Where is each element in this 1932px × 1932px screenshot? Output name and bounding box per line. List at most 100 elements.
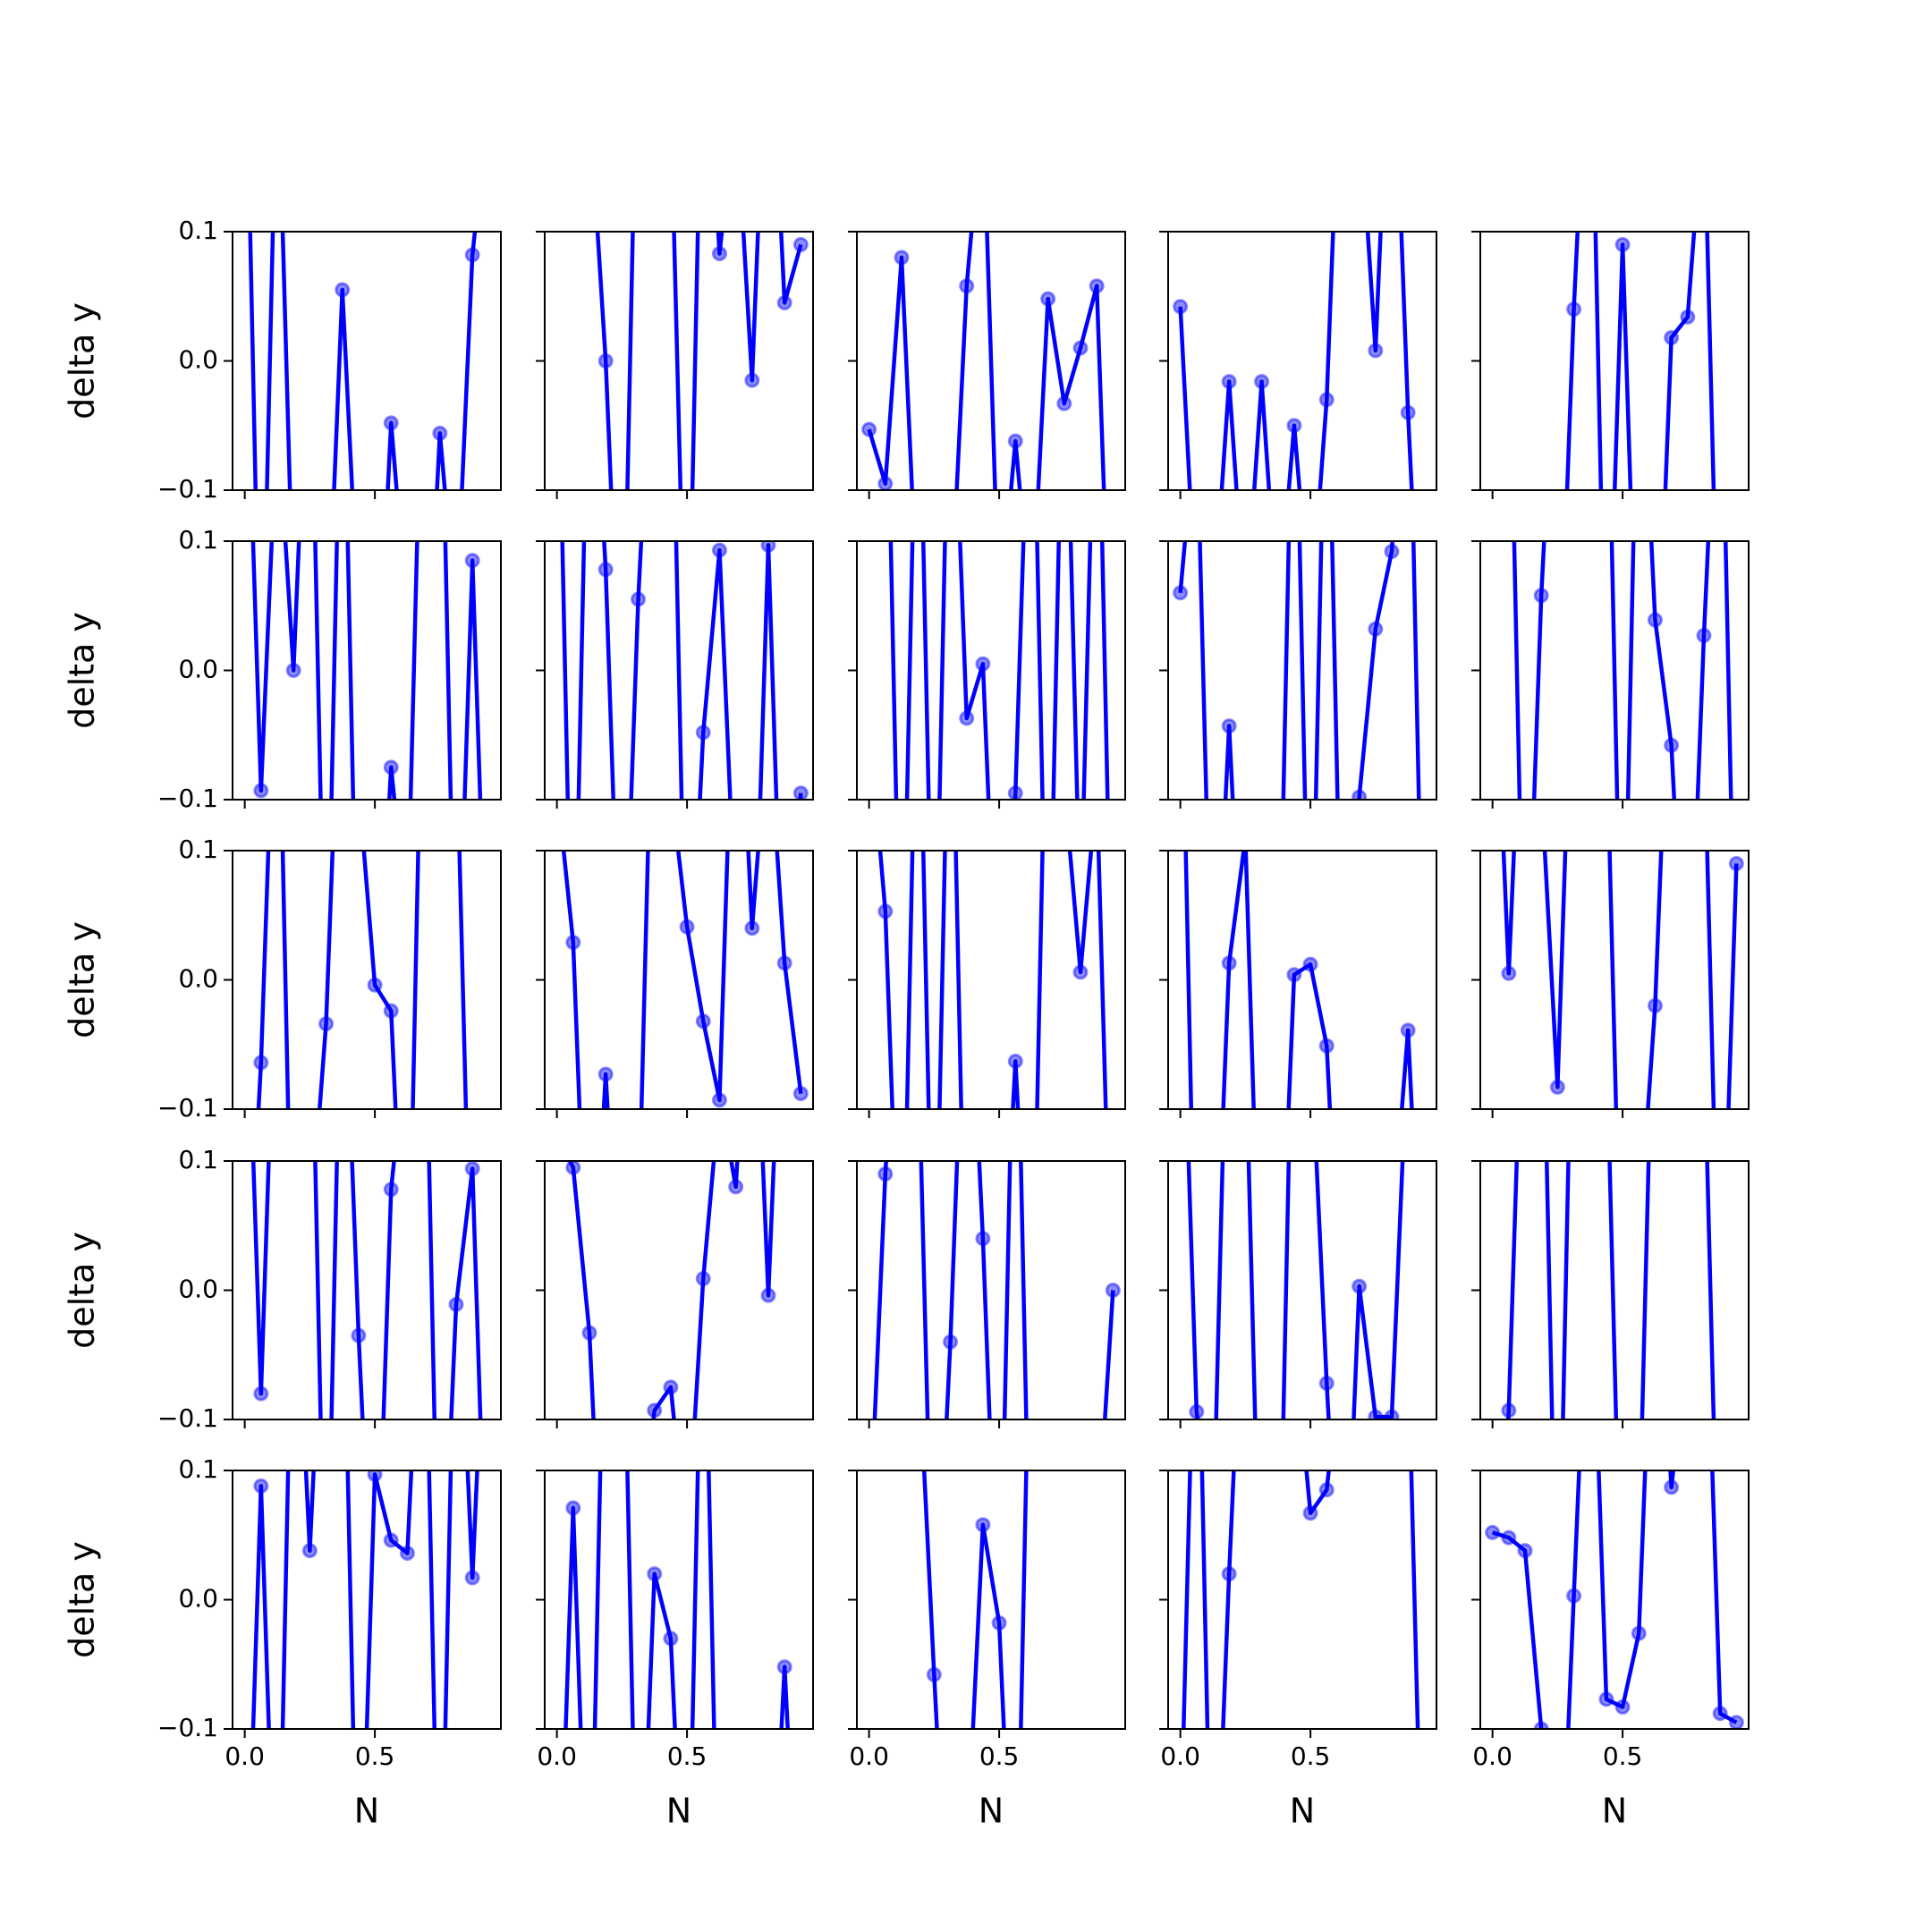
data-point — [1336, 1672, 1349, 1684]
data-point — [647, 1402, 663, 1419]
data-point — [1058, 1206, 1071, 1218]
data-point — [418, 1206, 430, 1218]
y-tick-label: 0.1 — [178, 525, 218, 555]
data-line — [248, 232, 478, 490]
axes-frame — [544, 850, 814, 1110]
data-point — [1223, 896, 1235, 909]
data-point — [1400, 404, 1416, 420]
data-point — [1682, 896, 1694, 909]
data-point — [239, 276, 251, 289]
data-point — [1042, 1206, 1055, 1218]
data-point — [1698, 97, 1710, 109]
data-point — [1353, 97, 1366, 109]
data-point — [894, 250, 910, 266]
plot-area — [872, 896, 1121, 1684]
data-point — [1272, 1052, 1284, 1064]
data-point — [1600, 742, 1613, 755]
data-point — [301, 1543, 318, 1559]
data-point — [1090, 1206, 1103, 1218]
data-point — [320, 1206, 333, 1218]
data-point — [1025, 614, 1038, 626]
data-point — [1174, 896, 1187, 909]
data-point — [1682, 1052, 1694, 1064]
data-point — [1221, 374, 1237, 390]
data-point — [1418, 1052, 1430, 1064]
data-point — [895, 1361, 908, 1374]
data-point — [1042, 1672, 1055, 1684]
plot-area — [877, 586, 1108, 1374]
data-point — [911, 614, 924, 626]
data-point — [792, 785, 809, 800]
axes-frame — [1167, 231, 1437, 491]
y-tick-label: −0.1 — [157, 1713, 218, 1742]
data-point — [1503, 807, 1515, 819]
data-point — [352, 1052, 365, 1064]
data-point — [399, 1545, 415, 1561]
data-point — [1105, 1283, 1121, 1298]
data-point — [253, 1055, 269, 1071]
data-point — [1600, 716, 1613, 728]
data-point — [565, 1500, 581, 1516]
data-line — [1505, 1161, 1716, 1419]
data-point — [482, 1672, 495, 1684]
data-point — [1368, 1409, 1384, 1419]
data-point — [303, 896, 316, 909]
data-point — [1272, 1361, 1284, 1374]
data-point — [1418, 896, 1430, 909]
plot-area — [560, 276, 809, 1064]
plot-area — [564, 1206, 792, 1729]
data-point — [1384, 544, 1400, 560]
data-point — [681, 1543, 693, 1555]
x-tick-label: 0.0 — [537, 1741, 577, 1771]
data-point — [464, 553, 480, 569]
data-point — [320, 1672, 333, 1684]
data-point — [911, 1026, 924, 1038]
data-point — [1598, 1691, 1614, 1707]
data-point — [1007, 785, 1023, 800]
data-point — [287, 896, 300, 909]
data-point — [1318, 392, 1335, 408]
data-point — [663, 1379, 679, 1395]
data-point — [744, 920, 760, 936]
data-point — [975, 1517, 991, 1533]
data-point — [1728, 1715, 1744, 1729]
data-line — [1491, 1470, 1738, 1729]
data-line — [1178, 541, 1421, 800]
y-axis-label: delta y — [63, 1541, 102, 1658]
data-point — [1256, 1052, 1268, 1064]
axes-frame — [856, 850, 1126, 1110]
data-line — [1186, 1161, 1405, 1419]
data-point — [1501, 1402, 1517, 1419]
data-point — [928, 1361, 940, 1374]
data-point — [1549, 1079, 1565, 1095]
data-point — [911, 586, 924, 598]
data-point — [418, 586, 430, 598]
data-point — [877, 903, 894, 919]
data-line — [564, 1470, 790, 1729]
data-point — [1272, 1206, 1284, 1218]
data-point — [648, 276, 661, 289]
data-point — [1256, 1206, 1268, 1218]
data-point — [551, 780, 564, 792]
data-point — [991, 1615, 1007, 1631]
data-point — [895, 896, 908, 909]
data-point — [1042, 1052, 1055, 1064]
data-point — [597, 353, 614, 369]
data-point — [253, 1478, 269, 1494]
data-point — [599, 1206, 612, 1218]
data-point — [945, 614, 957, 626]
data-point — [1385, 1206, 1398, 1218]
data-point — [369, 1052, 381, 1064]
data-point — [977, 97, 989, 109]
data-point — [961, 1852, 973, 1865]
data-point — [253, 1385, 269, 1402]
data-point — [482, 1206, 495, 1218]
data-point — [1369, 1206, 1382, 1218]
data-point — [401, 614, 413, 626]
data-point — [1191, 406, 1203, 419]
data-point — [1568, 586, 1580, 598]
data-point — [778, 1052, 791, 1064]
data-point — [1551, 742, 1563, 755]
data-point — [1551, 276, 1563, 289]
data-point — [450, 1206, 462, 1218]
